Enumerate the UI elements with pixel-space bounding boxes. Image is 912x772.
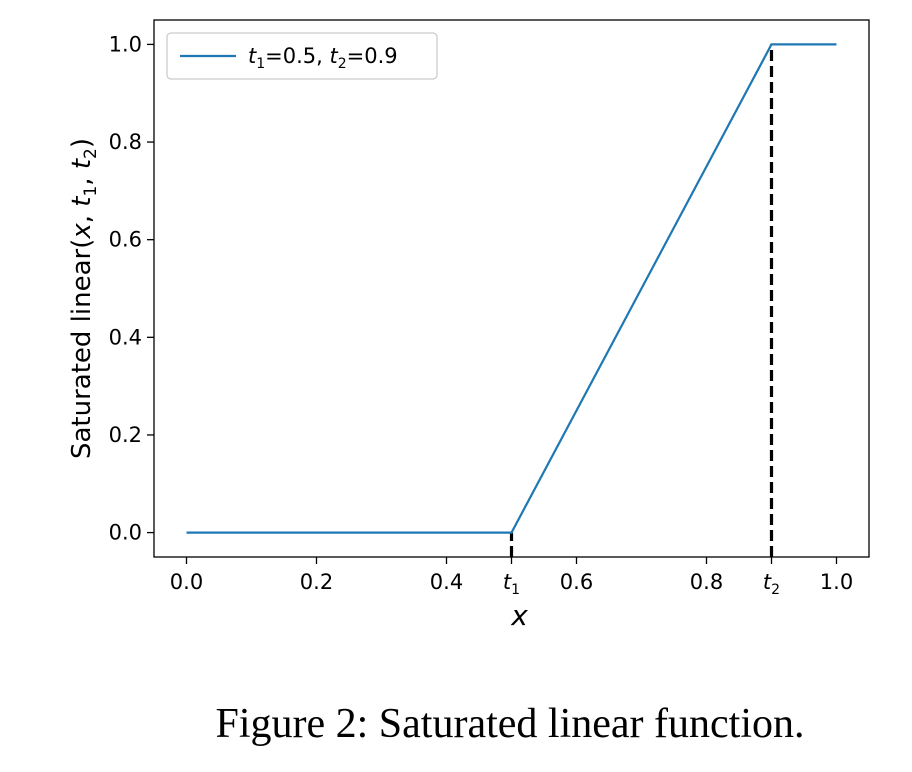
plot-area: 0.0 0.2 0.4 t1 0.6 0.8 t2 1.0 0.0 0.2 0.4 0.6 0.8 1.0… bbox=[67, 19, 870, 632]
axes-frame bbox=[153, 19, 870, 558]
legend-box bbox=[166, 32, 438, 80]
figure-caption: Figure 2: Saturated linear function. bbox=[215, 701, 805, 747]
x-tick-label: 0.0 bbox=[170, 570, 203, 594]
x-axis-label: x bbox=[510, 599, 528, 632]
legend-label: t1=0.5, t2=0.9 bbox=[248, 44, 398, 72]
y-tick-label: 0.0 bbox=[109, 521, 142, 545]
x-tick-label: t2 bbox=[763, 570, 780, 598]
y-tick-label: 0.2 bbox=[109, 423, 142, 447]
x-tick-label: 0.6 bbox=[560, 570, 593, 594]
x-tick-label: t1 bbox=[503, 570, 520, 598]
x-tick-label: 1.0 bbox=[820, 570, 853, 594]
y-tick-label: 1.0 bbox=[109, 32, 142, 56]
x-tick-label: 0.8 bbox=[690, 570, 723, 594]
y-tick-label: 0.4 bbox=[109, 325, 142, 349]
y-tick-label: 0.8 bbox=[109, 130, 142, 154]
legend: t1=0.5, t2=0.9 bbox=[166, 32, 438, 80]
y-axis-label: Saturated linear(x, t1, t2) bbox=[67, 138, 101, 459]
x-tick-label: 0.4 bbox=[430, 570, 463, 594]
series-line bbox=[186, 43, 837, 534]
x-tick-label: 0.2 bbox=[300, 570, 333, 594]
y-tick-label: 0.6 bbox=[109, 228, 142, 252]
